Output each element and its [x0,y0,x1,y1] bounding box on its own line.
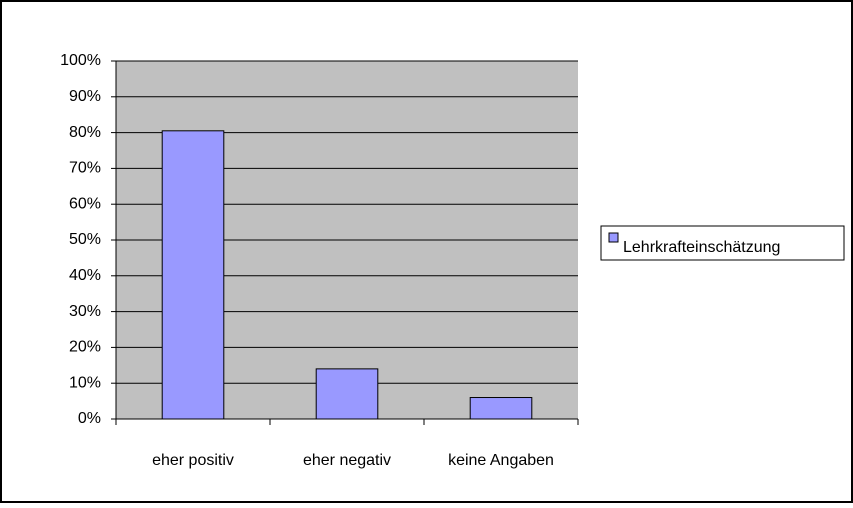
y-tick-label: 50% [69,231,101,248]
x-tick-label: keine Angaben [448,452,554,469]
y-tick-label: 10% [69,374,101,391]
y-tick-label: 80% [69,124,101,141]
x-tick-label: eher positiv [152,452,234,469]
bar [161,130,225,420]
y-tick-label: 90% [69,88,101,105]
bar [315,368,379,420]
legend: Lehrkrafteinschätzung [600,225,845,261]
y-tick-label: 100% [60,52,101,69]
y-tick-label: 20% [69,339,101,356]
y-tick-label: 60% [69,195,101,212]
y-tick-label: 30% [69,303,101,320]
y-tick-label: 0% [78,410,101,427]
legend-box [600,225,845,261]
x-tick-label: eher negativ [303,452,391,469]
y-tick-label: 40% [69,267,101,284]
legend-marker [608,232,619,243]
legend-label: Lehrkrafteinschätzung [623,239,780,256]
y-tick-label: 70% [69,160,101,177]
bar [469,397,533,420]
